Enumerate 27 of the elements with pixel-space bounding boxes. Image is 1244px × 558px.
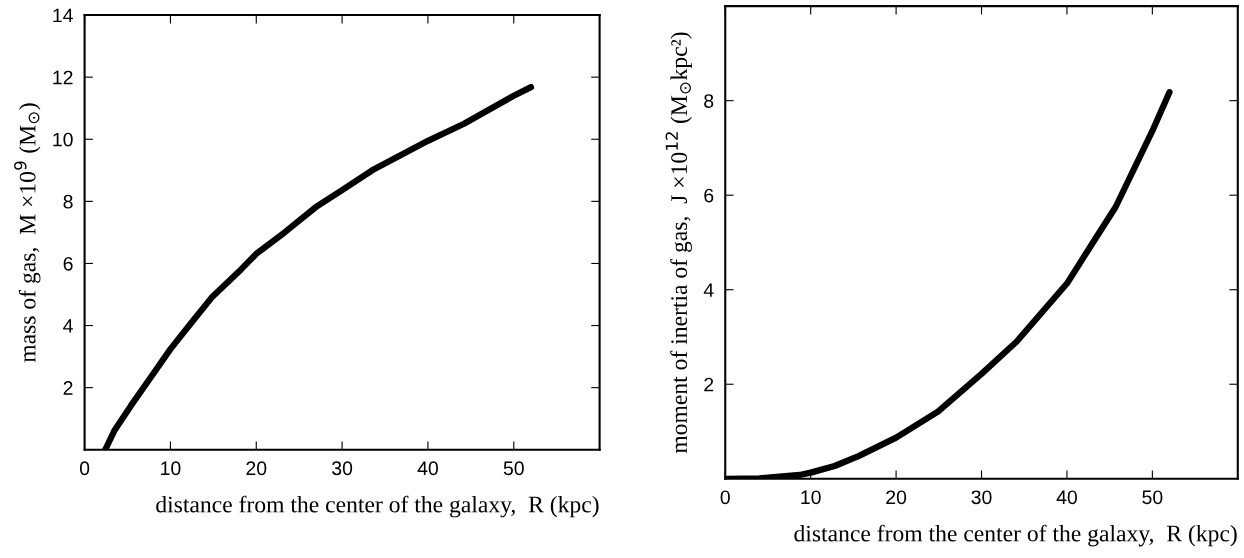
- x-axis-title: distance from the center of the galaxy, R (kpc): [156, 495, 599, 518]
- y-tick-label: 4: [703, 283, 714, 297]
- y-tick-label: 12: [53, 70, 73, 85]
- y-tick-label: 4: [63, 319, 73, 333]
- x-tick-label: 20: [886, 490, 907, 505]
- x-tick-label: 50: [1142, 490, 1163, 505]
- y-tick-label: 8: [63, 194, 73, 209]
- x-tick-label: 0: [720, 490, 730, 505]
- y-tick-label: 2: [63, 381, 73, 395]
- y-tick-label: 14: [53, 8, 73, 23]
- y-tick-label: 10: [53, 132, 73, 147]
- x-tick-label: 30: [332, 461, 353, 476]
- y-axis-title: moment of inertia of gas, J ×10$^{12}$ (M$_{⊙}$kpc²): [665, 32, 692, 454]
- x-tick-label: 10: [161, 461, 181, 476]
- y-tick-label: 6: [704, 188, 714, 203]
- y-tick-label: 8: [704, 94, 714, 108]
- x-tick-label: 0: [79, 461, 90, 476]
- x-tick-label: 10: [801, 490, 821, 505]
- x-tick-label: 50: [503, 461, 524, 476]
- y-axis-title: mass of gas, M ×10$^{9}$ (M$_{⊙}$): [14, 103, 41, 363]
- x-tick-label: 40: [417, 461, 438, 476]
- y-tick-label: 2: [704, 377, 714, 392]
- y-tick-label: 6: [63, 256, 73, 271]
- x-axis-title: distance from the center of the galaxy, R (kpc): [794, 524, 1237, 547]
- x-tick-label: 40: [1056, 490, 1077, 505]
- x-tick-label: 20: [246, 461, 267, 476]
- x-tick-label: 30: [971, 490, 992, 505]
